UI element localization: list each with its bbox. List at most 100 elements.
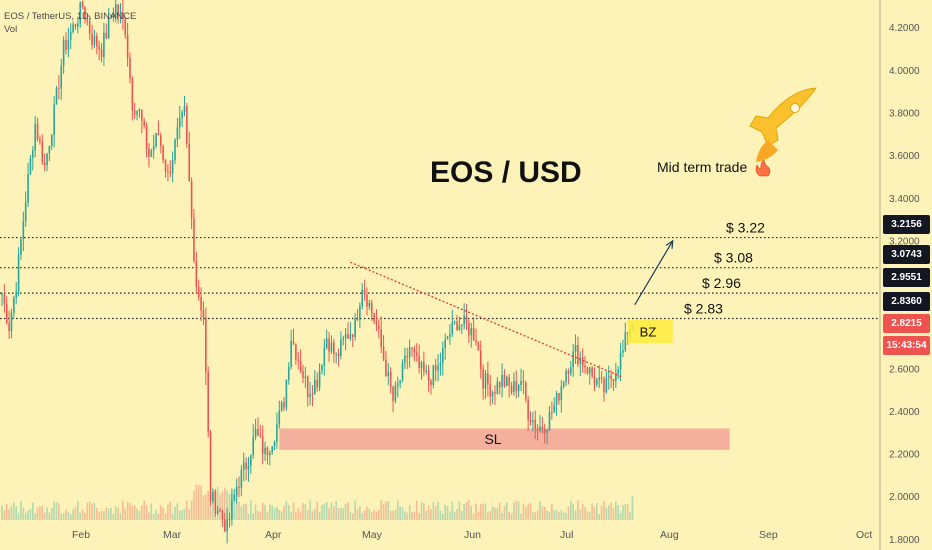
price-tag-2-9551: 2.9551 xyxy=(883,268,930,287)
volume-bar xyxy=(60,513,63,520)
buy-zone[interactable] xyxy=(627,319,673,344)
volume-bar xyxy=(458,501,461,520)
volume-bar xyxy=(532,512,534,520)
volume-bar xyxy=(330,502,333,520)
candle-body xyxy=(126,34,129,58)
volume-bar xyxy=(574,510,577,520)
candle-body xyxy=(193,218,195,261)
volume-bar xyxy=(347,502,349,520)
candle-body xyxy=(439,362,442,366)
candle-body xyxy=(487,373,489,385)
target-label: $ 3.22 xyxy=(726,220,765,236)
candle-body xyxy=(482,368,484,389)
candle-body xyxy=(169,172,172,174)
candle-body xyxy=(141,109,143,121)
volume-bar xyxy=(491,506,494,520)
volume-bar xyxy=(197,484,200,520)
candle-body xyxy=(411,347,413,349)
volume-bar xyxy=(555,510,558,520)
volume-bar xyxy=(96,507,98,520)
volume-bar xyxy=(501,513,503,520)
candle-body xyxy=(145,125,148,149)
candle-body xyxy=(96,35,98,47)
volume-bar xyxy=(572,504,574,520)
candle-body xyxy=(81,2,84,8)
volume-bar xyxy=(20,501,22,520)
candle-body xyxy=(261,436,264,454)
volume-bar xyxy=(250,500,252,520)
candle-body xyxy=(304,376,307,379)
candle-body xyxy=(354,318,356,337)
volume-bar xyxy=(55,502,58,520)
candle-body xyxy=(335,353,337,355)
volume-bar xyxy=(425,510,428,520)
volume-bar xyxy=(186,501,188,520)
volume-bar xyxy=(385,501,387,520)
candle-body xyxy=(347,334,349,339)
volume-bar xyxy=(626,503,629,520)
volume-bar xyxy=(107,508,110,520)
volume-bar xyxy=(444,504,446,520)
volume-bar xyxy=(65,509,67,520)
volume-bar xyxy=(553,510,556,520)
volume-bar xyxy=(240,505,243,520)
volume-bar xyxy=(423,502,425,520)
volume-bar xyxy=(150,503,153,520)
volume-bar xyxy=(228,493,231,520)
symbol-title[interactable]: EOS / TetherUS, 1D, BINANCE xyxy=(4,11,137,22)
candle-body xyxy=(387,371,390,377)
volume-bar xyxy=(86,502,89,520)
candle-body xyxy=(250,455,252,466)
candle-body xyxy=(534,420,537,430)
candle-body xyxy=(570,367,572,374)
candle-body xyxy=(178,118,181,128)
candle-body xyxy=(100,49,103,58)
volume-bar xyxy=(325,502,328,520)
candle-body xyxy=(74,24,77,27)
candle-body xyxy=(117,4,119,14)
candle-body xyxy=(55,87,58,105)
candle-body xyxy=(228,518,231,520)
volume-bar xyxy=(171,513,174,520)
volume-bar xyxy=(273,507,276,520)
candle-body xyxy=(299,360,302,372)
stop-loss-zone[interactable] xyxy=(279,428,730,450)
volume-bar xyxy=(340,507,342,520)
candle-body xyxy=(413,348,416,353)
volume-bar xyxy=(247,513,250,520)
volume-bar xyxy=(344,503,347,520)
volume-bar xyxy=(93,503,96,520)
price-axis-label: 2.2000 xyxy=(889,450,920,461)
volume-bar xyxy=(287,504,290,520)
candle-body xyxy=(10,313,13,332)
candle-body xyxy=(508,376,510,386)
volume-bar xyxy=(631,496,634,520)
price-tag-3-0743: 3.0743 xyxy=(883,245,930,264)
trend-line[interactable] xyxy=(350,261,624,378)
candle-body xyxy=(162,146,164,161)
volume-bar xyxy=(126,501,129,520)
candle-body xyxy=(423,362,425,372)
volume-bar xyxy=(460,511,463,520)
candle-body xyxy=(463,315,465,325)
volume-bar xyxy=(318,511,321,520)
volume-bar xyxy=(138,510,141,520)
candle-body xyxy=(114,4,117,17)
candle-body xyxy=(207,372,209,432)
volume-bar xyxy=(77,500,79,520)
candle-body xyxy=(41,141,44,163)
target-arrow xyxy=(634,240,674,306)
volume-bar xyxy=(216,486,219,520)
candle-body xyxy=(34,123,36,151)
candle-body xyxy=(233,495,236,501)
chart-title: EOS / USD xyxy=(430,156,582,189)
volume-bar xyxy=(257,511,259,520)
candle-body xyxy=(340,339,342,356)
candle-body xyxy=(29,157,32,175)
candle-body xyxy=(453,321,456,323)
volume-bar xyxy=(489,510,492,520)
volume-bar xyxy=(389,510,392,520)
volume-bar xyxy=(81,509,84,520)
